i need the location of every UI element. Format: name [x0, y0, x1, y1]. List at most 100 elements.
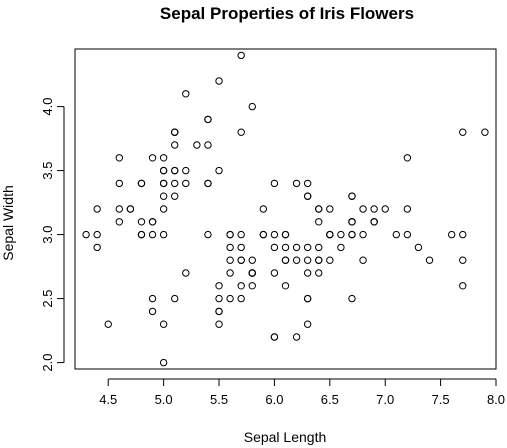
data-point — [303, 192, 312, 200]
data-point — [159, 230, 168, 239]
data-point — [171, 179, 179, 188]
data-point — [237, 128, 245, 136]
data-point — [115, 218, 124, 226]
data-point — [93, 243, 101, 252]
data-point — [237, 230, 245, 239]
data-point — [459, 256, 467, 264]
data-point — [137, 179, 146, 188]
data-point — [281, 230, 290, 239]
data-point — [226, 243, 234, 252]
x-tick-label: 5.0 — [155, 392, 173, 407]
data-point — [148, 230, 157, 239]
data-point — [459, 230, 467, 239]
data-point — [237, 256, 245, 264]
data-point — [148, 294, 157, 303]
data-point — [226, 269, 234, 277]
data-point — [159, 192, 168, 200]
data-point — [93, 205, 101, 213]
data-point — [215, 282, 223, 290]
y-axis: 2.0 2.5 3.0 3.5 4.0 — [40, 98, 65, 372]
x-tick-label: 5.5 — [210, 392, 228, 407]
data-point — [303, 269, 312, 277]
data-point — [226, 230, 234, 239]
data-point — [270, 333, 279, 341]
data-point — [159, 205, 168, 213]
data-point — [171, 192, 179, 200]
data-point — [359, 230, 367, 239]
data-point — [370, 205, 378, 213]
data-point — [370, 218, 378, 226]
data-point — [171, 294, 179, 303]
y-tick-label: 3.5 — [40, 162, 55, 180]
data-point — [359, 205, 367, 213]
data-point — [315, 269, 323, 277]
x-tick-label: 7.5 — [432, 392, 450, 407]
x-axis: 4.5 5.0 5.5 6.0 6.5 7.0 7.5 8.0 — [99, 378, 505, 407]
data-point — [193, 141, 201, 149]
x-tick-label: 6.5 — [321, 392, 339, 407]
data-point — [182, 166, 190, 175]
data-point — [237, 51, 245, 60]
data-point — [259, 205, 268, 213]
data-point — [215, 307, 223, 316]
data-point — [381, 205, 389, 213]
data-point — [159, 320, 168, 328]
data-point — [159, 154, 168, 162]
data-point — [104, 320, 112, 328]
data-point — [115, 154, 124, 162]
data-point — [414, 243, 423, 252]
data-point — [259, 230, 268, 239]
data-point — [392, 230, 400, 239]
data-point — [204, 230, 212, 239]
x-tick-label: 4.5 — [99, 392, 117, 407]
data-point — [159, 358, 168, 367]
data-point — [315, 218, 323, 226]
data-point — [137, 230, 146, 239]
data-point — [303, 320, 312, 328]
data-point — [425, 256, 434, 264]
chart-title: Sepal Properties of Iris Flowers — [160, 4, 414, 23]
data-point — [237, 294, 245, 303]
data-point — [237, 243, 245, 252]
data-point — [303, 294, 312, 303]
data-point — [348, 230, 356, 239]
data-point — [204, 115, 212, 124]
data-point — [148, 307, 157, 316]
data-point — [159, 179, 168, 188]
data-point — [248, 282, 256, 290]
data-point — [303, 243, 312, 252]
data-point — [148, 154, 157, 162]
data-point — [359, 256, 367, 264]
data-point — [182, 90, 190, 98]
data-point — [303, 256, 312, 264]
data-point — [215, 294, 223, 303]
y-axis-label: Sepal Width — [0, 185, 16, 260]
data-point — [292, 333, 301, 341]
y-tick-label: 3.0 — [40, 226, 55, 244]
data-point — [159, 166, 168, 175]
data-point — [226, 256, 234, 264]
data-point — [115, 179, 124, 188]
data-point — [270, 230, 279, 239]
data-point — [447, 230, 456, 239]
data-point — [270, 269, 279, 277]
data-point — [215, 166, 223, 175]
data-point — [270, 243, 279, 252]
y-tick-label: 2.5 — [40, 290, 55, 308]
data-point — [281, 256, 290, 264]
data-point — [171, 128, 179, 136]
data-point — [292, 243, 301, 252]
data-point — [237, 282, 245, 290]
data-point — [348, 218, 356, 226]
data-point — [403, 154, 412, 162]
data-point — [248, 102, 256, 111]
data-point — [326, 230, 334, 239]
data-points — [82, 51, 489, 367]
x-tick-label: 7.0 — [376, 392, 394, 407]
data-point — [248, 256, 256, 264]
data-point — [226, 294, 234, 303]
data-point — [403, 205, 412, 213]
data-point — [315, 256, 323, 264]
x-tick-label: 6.0 — [265, 392, 283, 407]
